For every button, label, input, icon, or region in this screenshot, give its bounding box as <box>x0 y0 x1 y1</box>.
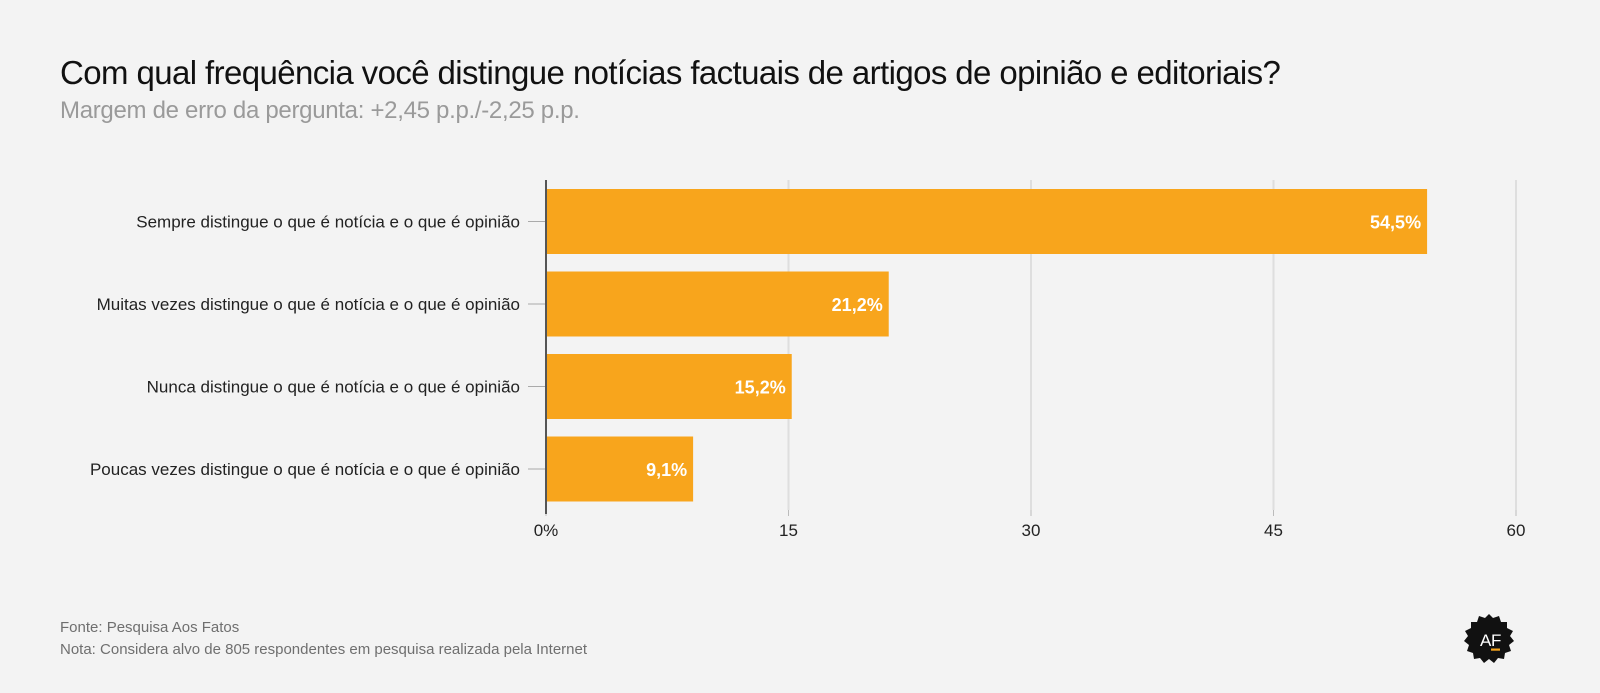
labels: 0% 15 30 45 60 Sempre distingue o que é notíc… <box>90 213 1525 541</box>
bars <box>546 189 1428 502</box>
bar-3 <box>546 354 792 419</box>
logo-badge-shape <box>1464 614 1514 663</box>
logo-underline <box>1491 648 1500 651</box>
category-label: Nunca distingue o que é notícia e o que … <box>147 378 520 397</box>
x-tick-label: 30 <box>1022 521 1041 540</box>
value-label: 54,5% <box>1370 213 1421 233</box>
footer: Fonte: Pesquisa Aos Fatos Nota: Consider… <box>60 617 587 661</box>
category-label: Poucas vezes distingue o que é notícia e… <box>90 460 520 479</box>
bar-1 <box>546 189 1428 254</box>
value-label: 9,1% <box>646 460 687 480</box>
aos-fatos-logo: A F <box>1464 614 1514 663</box>
x-tick-label: 0% <box>534 521 559 540</box>
category-label: Sempre distingue o que é notícia e o que… <box>136 213 520 232</box>
chart-title: Com qual frequência você distingue notíc… <box>60 54 1281 91</box>
category-label: Muitas vezes distingue o que é notícia e… <box>97 295 520 314</box>
value-label: 15,2% <box>735 378 786 398</box>
x-tick-label: 45 <box>1264 521 1283 540</box>
x-tick-label: 60 <box>1507 521 1526 540</box>
logo-letter-a: A <box>1480 631 1492 650</box>
methodology-note: Nota: Considera alvo de 805 respondentes… <box>60 641 588 658</box>
bar-4 <box>546 436 694 502</box>
axes <box>528 180 1517 516</box>
source-note: Fonte: Pesquisa Aos Fatos <box>60 619 240 636</box>
logo-letter-f: F <box>1491 631 1501 650</box>
value-label: 21,2% <box>832 295 883 315</box>
bar-2 <box>546 271 889 337</box>
x-tick-label: 15 <box>779 521 798 540</box>
chart-subtitle: Margem de erro da pergunta: +2,45 p.p./-… <box>60 97 580 124</box>
